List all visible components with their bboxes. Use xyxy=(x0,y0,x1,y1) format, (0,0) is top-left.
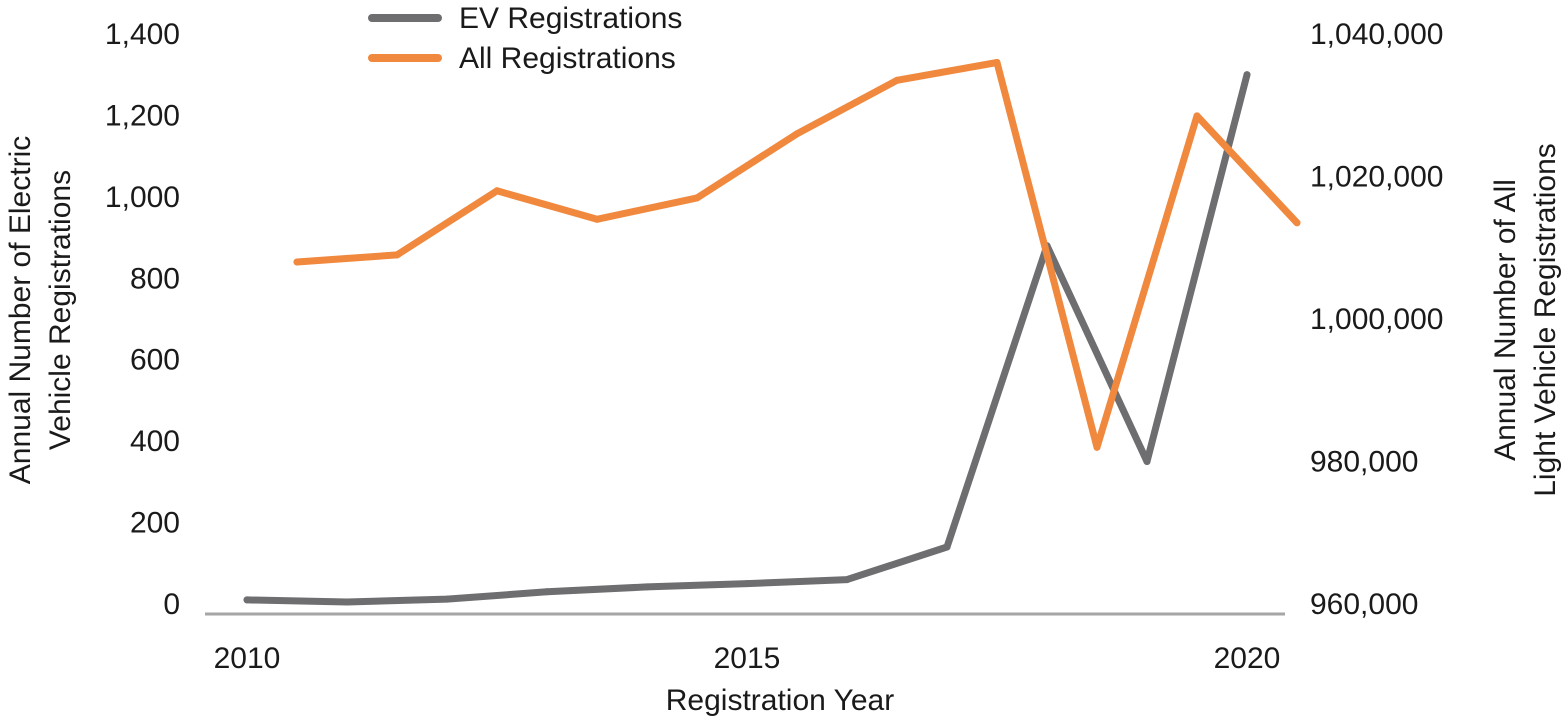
data-point xyxy=(343,598,351,606)
data-point xyxy=(293,258,301,266)
y-left-tick-label: 1,000 xyxy=(105,181,180,214)
data-point xyxy=(1243,71,1251,79)
y-left-tick-label: 0 xyxy=(163,588,180,621)
data-point xyxy=(493,187,501,195)
data-point xyxy=(443,595,451,603)
x-tick-label: 2020 xyxy=(1214,642,1281,675)
y-right-tick-label: 1,020,000 xyxy=(1310,161,1443,194)
y-left-tick-label: 600 xyxy=(130,344,180,377)
y-right-tick-label: 1,000,000 xyxy=(1310,303,1443,336)
y-right-tick-label: 960,000 xyxy=(1310,588,1418,621)
data-point xyxy=(243,596,251,604)
legend: EV Registrations All Registrations xyxy=(368,2,682,75)
data-point xyxy=(843,576,851,584)
y-left-axis-title: Annual Number of Electric Vehicle Registr… xyxy=(4,136,77,485)
data-point xyxy=(993,59,1001,66)
y-right-tick-label: 1,040,000 xyxy=(1310,18,1443,51)
data-point xyxy=(693,194,701,202)
data-point xyxy=(943,543,951,551)
data-point xyxy=(1143,458,1151,465)
y-left-tick-label: 800 xyxy=(130,262,180,295)
data-point xyxy=(793,130,801,138)
data-point xyxy=(1093,443,1101,451)
y-left-tick-label: 200 xyxy=(130,507,180,540)
data-point xyxy=(1293,219,1301,227)
data-point xyxy=(593,215,601,223)
x-tick-label: 2010 xyxy=(214,642,281,675)
data-point xyxy=(1193,112,1201,120)
data-point xyxy=(643,583,651,591)
axes-group: 2010 2015 2020 0 200 400 600 800 1,000 1,200 1,400… xyxy=(4,18,1562,717)
y-left-tick-label: 1,200 xyxy=(105,99,180,132)
series-line-ev-registrations xyxy=(243,71,1251,606)
y-right-tick-label: 980,000 xyxy=(1310,446,1418,479)
series-line-all-registrations xyxy=(293,59,1301,451)
data-point xyxy=(893,76,901,84)
data-point xyxy=(543,588,551,596)
legend-label: All Registrations xyxy=(459,42,676,75)
data-point xyxy=(393,251,401,259)
legend-label: EV Registrations xyxy=(459,2,682,35)
y-right-axis-title: Annual Number of All Light Vehicle Regist… xyxy=(1489,143,1562,497)
data-point xyxy=(743,580,751,588)
y-left-tick-label: 400 xyxy=(130,425,180,458)
x-axis-title: Registration Year xyxy=(666,684,895,717)
y-left-tick-label: 1,400 xyxy=(105,18,180,51)
series-lines-group xyxy=(243,59,1301,606)
x-tick-label: 2015 xyxy=(714,642,781,675)
